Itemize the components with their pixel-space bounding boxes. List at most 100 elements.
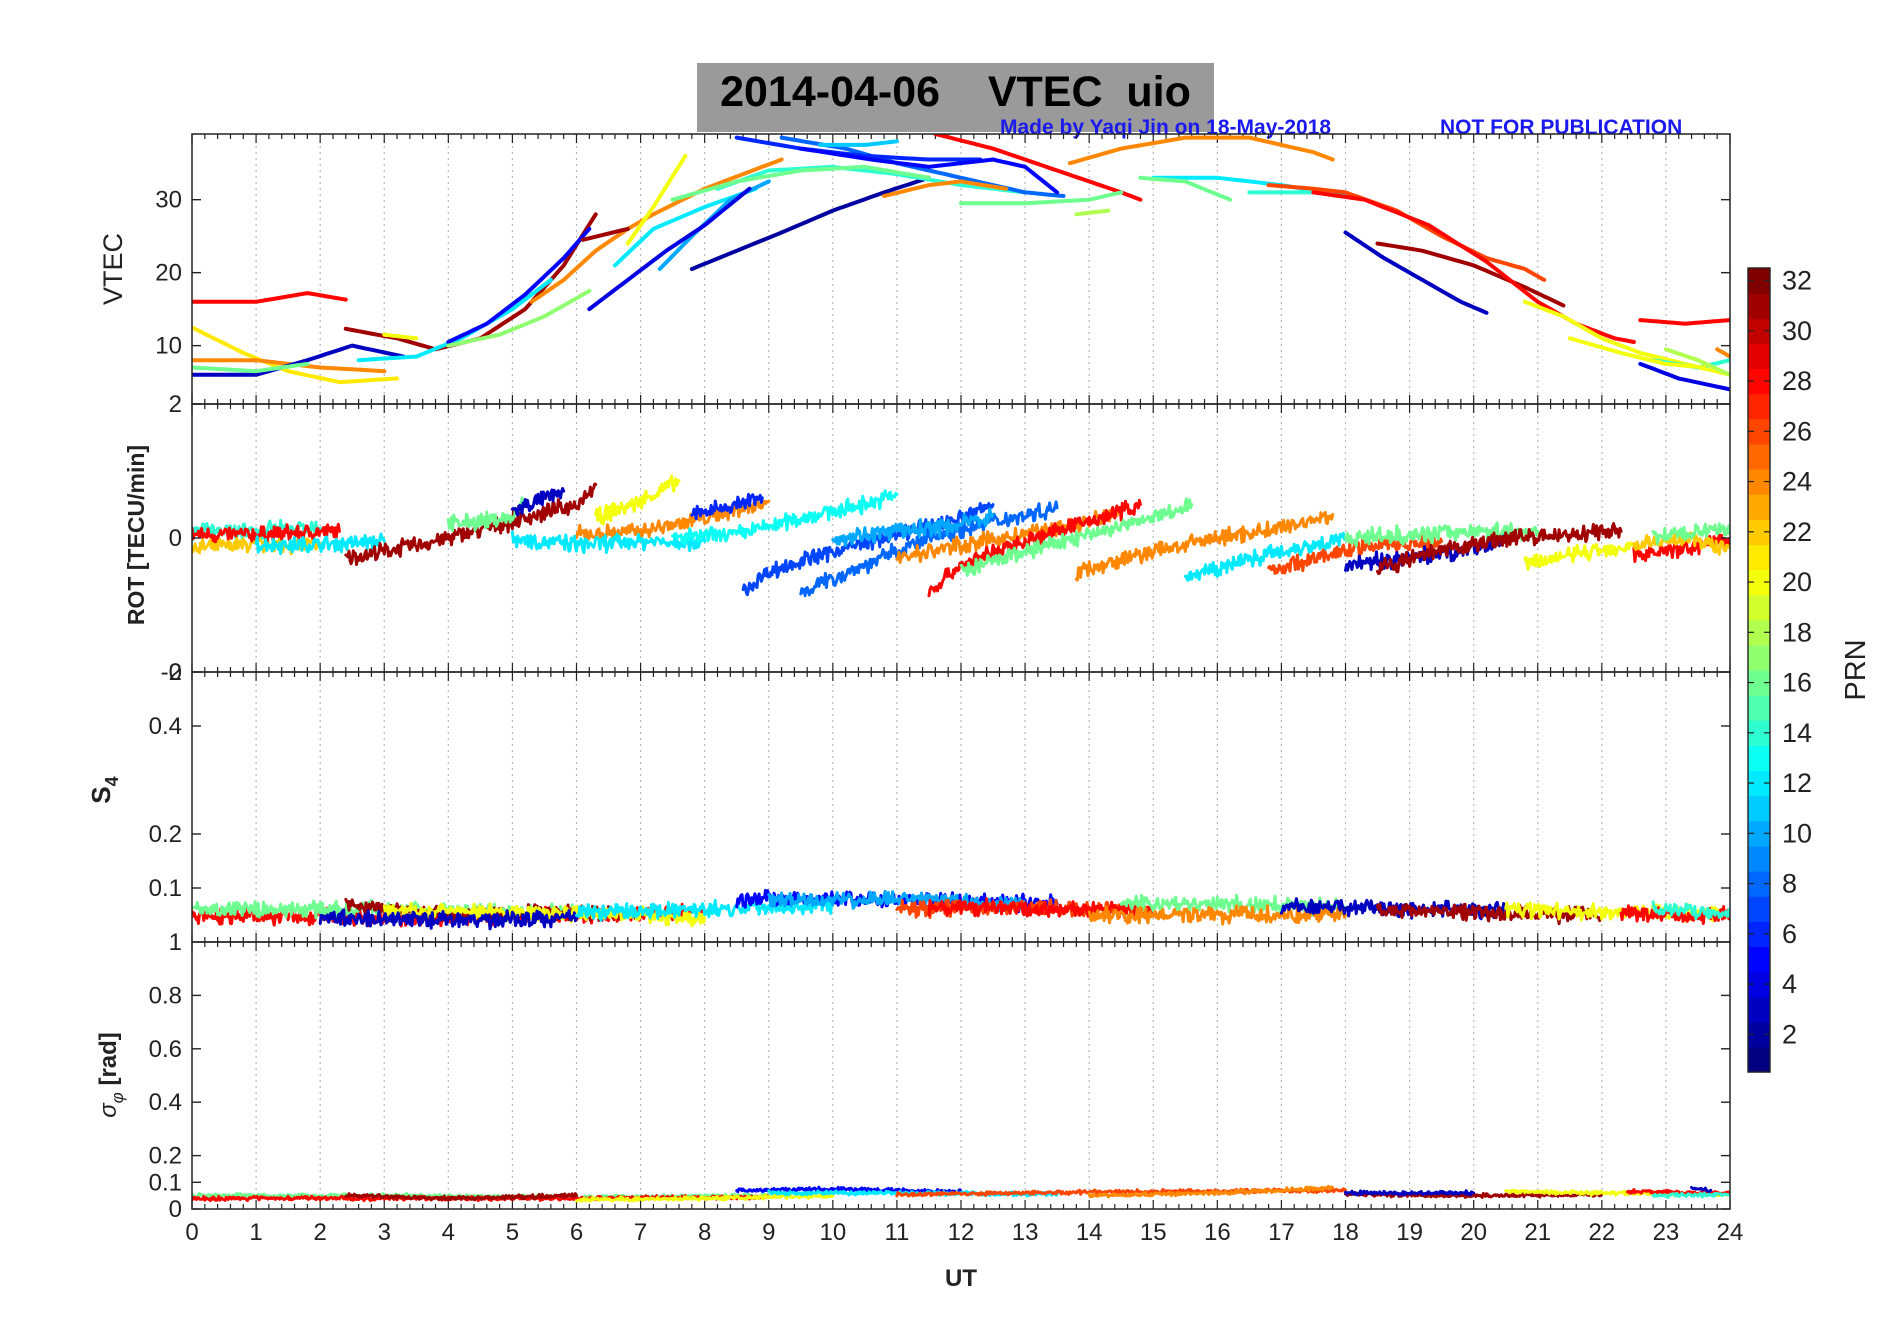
colorbar-tick-label: 26 [1782,416,1812,446]
colorbar-tick-label: 6 [1782,919,1797,949]
s4-series-prn-12 [575,895,835,922]
colorbar-level [1748,996,1770,1023]
colorbar-tick-label: 14 [1782,718,1812,748]
colorbar-level [1748,921,1770,947]
x-tick-label: 2 [313,1219,326,1246]
rot-series-prn-3 [510,487,566,517]
vtec-series-prn-16 [670,164,931,202]
colorbar-level [1748,544,1770,571]
colorbar-level [1748,418,1770,445]
colorbar-level [1748,519,1770,545]
y-tick-label: 0 [169,525,182,552]
rot-ylabel: ROT [TECU/min] [123,445,149,625]
x-tick-label: 10 [819,1219,846,1246]
title-box [697,63,1214,132]
x-tick-label: 3 [378,1219,391,1246]
colorbar-level [1748,644,1770,671]
sigma-axes-box [191,941,1731,1210]
s4-series-prn-10 [767,889,1027,913]
rot-series-prn-16 [1651,522,1730,546]
colorbar-level [1748,494,1770,520]
vtec-series-prn-31 [580,226,630,242]
colorbar-tick-label: 2 [1782,1019,1797,1049]
y-tick-label: 0.6 [149,1036,182,1063]
vtec-series-prn-16 [959,190,1124,206]
colorbar-level [1748,594,1770,621]
y-tick-label: 0 [169,1196,182,1223]
vtec-series-prn-26 [1266,183,1547,282]
y-tick-label: 10 [155,333,182,360]
rot-series-prn-14 [192,518,322,543]
colorbar-level [1748,720,1770,746]
colorbar-level [1748,670,1770,696]
colorbar-label: PRN [1840,639,1872,700]
y-tick-label: 2 [169,391,182,418]
colorbar-tick-label: 20 [1782,567,1812,597]
ylabel-sub: 4 [102,776,122,786]
s4-ylabel: S4 [86,776,122,803]
vtec-series-prn-14 [715,164,1028,195]
vtec-series-prn-11 [818,139,899,147]
y-tick-label: 0.4 [149,713,182,740]
colorbar-level [1748,1021,1770,1048]
colorbar-level [1748,1046,1770,1073]
sigma-ylabel: σφ [rad] [95,1032,127,1118]
s4-series-group [192,888,1730,931]
x-tick-label: 21 [1524,1219,1551,1246]
vtec-series-prn-4 [587,186,752,312]
vtec-series-prn-24 [1067,135,1335,166]
sigma-series-prn-14 [1651,1191,1730,1199]
vtec-series-prn-18 [1074,208,1111,217]
y-tick-label: 0.1 [149,1169,182,1196]
colorbar-level [1748,971,1770,998]
colorbar-level [1748,619,1770,646]
vtec-series-prn-18 [1663,347,1730,377]
vtec-series-prn-20 [382,332,419,341]
colorbar-level [1748,443,1770,470]
rot-series-prn-12 [254,532,386,556]
colorbar-tick-label: 24 [1782,467,1812,497]
vtec-series-prn-10 [657,179,771,271]
rot-series-prn-24 [895,507,1123,564]
x-tick-label: 13 [1012,1219,1039,1246]
x-tick-label: 7 [634,1219,647,1246]
rot-series-prn-20 [594,474,681,526]
vtec-series-prn-4 [1638,361,1730,392]
s4-series-prn-28 [927,897,1155,919]
vtec-series-prn-6 [734,135,983,162]
vtec-series-prn-28 [192,291,348,304]
sigma-series-prn-3 [1690,1186,1713,1193]
colorbar-level [1748,318,1770,344]
colorbar-frame [1747,267,1771,1073]
vtec-series-prn-24 [882,179,1008,198]
colorbar-level [1748,393,1770,420]
rot-series-prn-24 [1074,510,1335,582]
vtec-series-prn-17 [446,288,592,348]
y-tick-label: 0.2 [149,821,182,848]
rot-series-prn-12 [510,530,707,555]
colorbar-level [1748,368,1770,395]
x-tick-label: 24 [1717,1219,1744,1246]
rot-series-prn-13 [671,489,899,546]
colorbar-tick-label: 10 [1782,818,1812,848]
s4-series-prn-24 [1087,904,1347,926]
vtec-series-prn-21 [192,325,400,385]
sigma-series-prn-31 [344,1192,578,1202]
colorbar-tick-label: 28 [1782,366,1812,396]
colorbar-level [1748,469,1770,495]
colorbar-level [1748,820,1770,847]
colorbar-level [1748,795,1770,822]
ylabel-main: S [86,786,116,803]
colorbar-level [1748,569,1770,596]
vtec-series-prn-28 [933,134,1143,202]
y-tick-label-top: 1 [169,929,182,956]
x-tick-label: 12 [948,1219,975,1246]
colorbar-level [1748,896,1770,922]
rot-series-prn-12 [1183,531,1347,582]
y-tick-label: -2 [161,659,182,686]
x-tick-label: 4 [442,1219,455,1246]
x-tick-label: 23 [1653,1219,1680,1246]
x-tick-label: 1 [249,1219,262,1246]
ylabel-sigma: σ [95,1102,122,1118]
rot-series-prn-31 [344,482,598,566]
